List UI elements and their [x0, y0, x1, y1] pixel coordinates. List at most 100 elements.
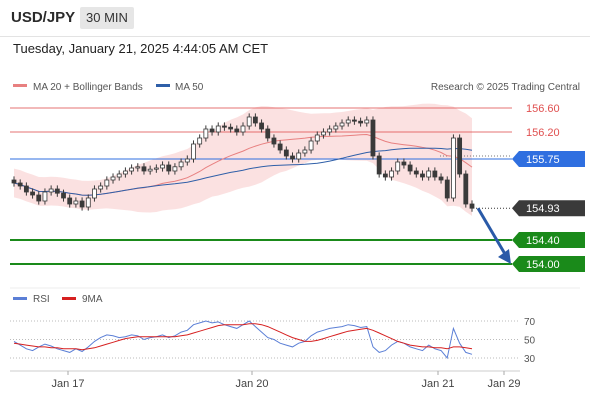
candle-body	[438, 176, 444, 181]
candle-body	[451, 137, 456, 199]
candle	[240, 122, 246, 136]
candle-body	[420, 173, 425, 178]
candle-body	[141, 166, 147, 172]
candle-body	[352, 119, 357, 122]
level-tag-bg	[512, 200, 585, 217]
candle-body	[48, 188, 54, 193]
candle	[215, 122, 221, 136]
candle-body	[283, 149, 289, 157]
candle	[345, 116, 351, 127]
candle-body	[191, 143, 196, 160]
x-tick-label: Jan 17	[51, 378, 84, 390]
candle	[141, 163, 147, 175]
level-tag-label: 156.20	[526, 127, 560, 139]
candle	[36, 191, 42, 205]
rsi-tick-label: 70	[524, 317, 536, 328]
candle-body	[104, 179, 110, 187]
candle	[197, 134, 203, 148]
rsi-tick-label: 50	[524, 336, 536, 347]
candle	[67, 194, 73, 208]
candle	[246, 113, 252, 130]
candle	[444, 176, 450, 202]
candle	[23, 182, 29, 196]
candle	[283, 146, 289, 160]
candle-body	[160, 164, 165, 169]
candle	[252, 113, 258, 127]
direction-arrow	[476, 207, 511, 264]
candle	[48, 185, 54, 196]
chart-datetime: Tuesday, January 21, 2025 4:44:05 AM CET	[13, 41, 269, 56]
candle	[178, 158, 184, 171]
candle-body	[92, 188, 97, 199]
candle	[426, 167, 432, 181]
chart-header: USD/JPY 30 MIN	[0, 0, 590, 37]
level-tag-resistance: 156.20	[526, 127, 560, 139]
candle	[358, 117, 363, 127]
candle-body	[228, 126, 234, 130]
candle	[339, 119, 345, 130]
candle	[222, 122, 227, 131]
candle-body	[370, 119, 376, 157]
candle	[166, 161, 172, 175]
candle	[389, 167, 394, 181]
candle-body	[376, 155, 382, 175]
level-tag-resistance: 156.60	[526, 103, 560, 115]
level-tag-label: 154.00	[526, 259, 560, 271]
candle-body	[407, 164, 413, 172]
arrow-shaft	[476, 207, 507, 255]
level-tags: 156.60 156.20 155.75 154.93 154.40 154.00	[512, 103, 585, 272]
candle	[85, 194, 91, 211]
candle-body	[172, 166, 178, 172]
candle-body	[215, 125, 221, 133]
candle	[265, 125, 271, 142]
candle-body	[265, 128, 271, 139]
candle-body	[110, 176, 116, 181]
candle	[327, 125, 333, 136]
candle	[104, 176, 110, 190]
ma50-legend-swatch	[156, 84, 170, 87]
level-tag-pivot: 155.75	[512, 151, 585, 167]
candle-body	[469, 203, 475, 209]
level-tag-bg	[512, 232, 585, 248]
candle	[463, 170, 469, 208]
candle	[172, 163, 178, 175]
ma20-legend-label: MA 20 + Bollinger Bands	[33, 82, 143, 93]
candle	[259, 119, 264, 133]
candle-body	[463, 173, 469, 205]
candle-body	[426, 170, 432, 178]
candle	[30, 188, 35, 199]
candle-body	[364, 119, 370, 124]
candle-body	[30, 191, 35, 196]
candle	[135, 163, 141, 172]
candle	[98, 182, 104, 193]
candle-body	[358, 120, 363, 124]
candle-body	[98, 185, 104, 190]
candle	[42, 188, 48, 205]
candle	[401, 158, 407, 169]
candle	[333, 122, 339, 133]
ma20-legend-swatch	[13, 84, 27, 87]
candle	[184, 155, 190, 166]
level-tag-label: 154.93	[526, 203, 560, 215]
candles	[11, 113, 475, 212]
candle-body	[389, 170, 394, 178]
candle	[234, 125, 240, 136]
candle	[54, 185, 60, 197]
candle-body	[382, 173, 388, 178]
candle	[209, 125, 215, 136]
candle-body	[129, 167, 134, 172]
candle	[314, 131, 320, 145]
candle	[11, 176, 17, 187]
candle-body	[432, 170, 438, 178]
timeframe-badge[interactable]: 30 MIN	[80, 7, 134, 29]
candle	[352, 116, 357, 125]
level-tag-bg	[512, 256, 585, 272]
candle	[61, 189, 66, 202]
candle-body	[85, 197, 91, 208]
bollinger-bands	[14, 103, 472, 216]
candle	[123, 167, 128, 178]
candle	[79, 197, 85, 211]
candle-body	[271, 137, 277, 145]
x-tick-label: Jan 21	[421, 378, 454, 390]
